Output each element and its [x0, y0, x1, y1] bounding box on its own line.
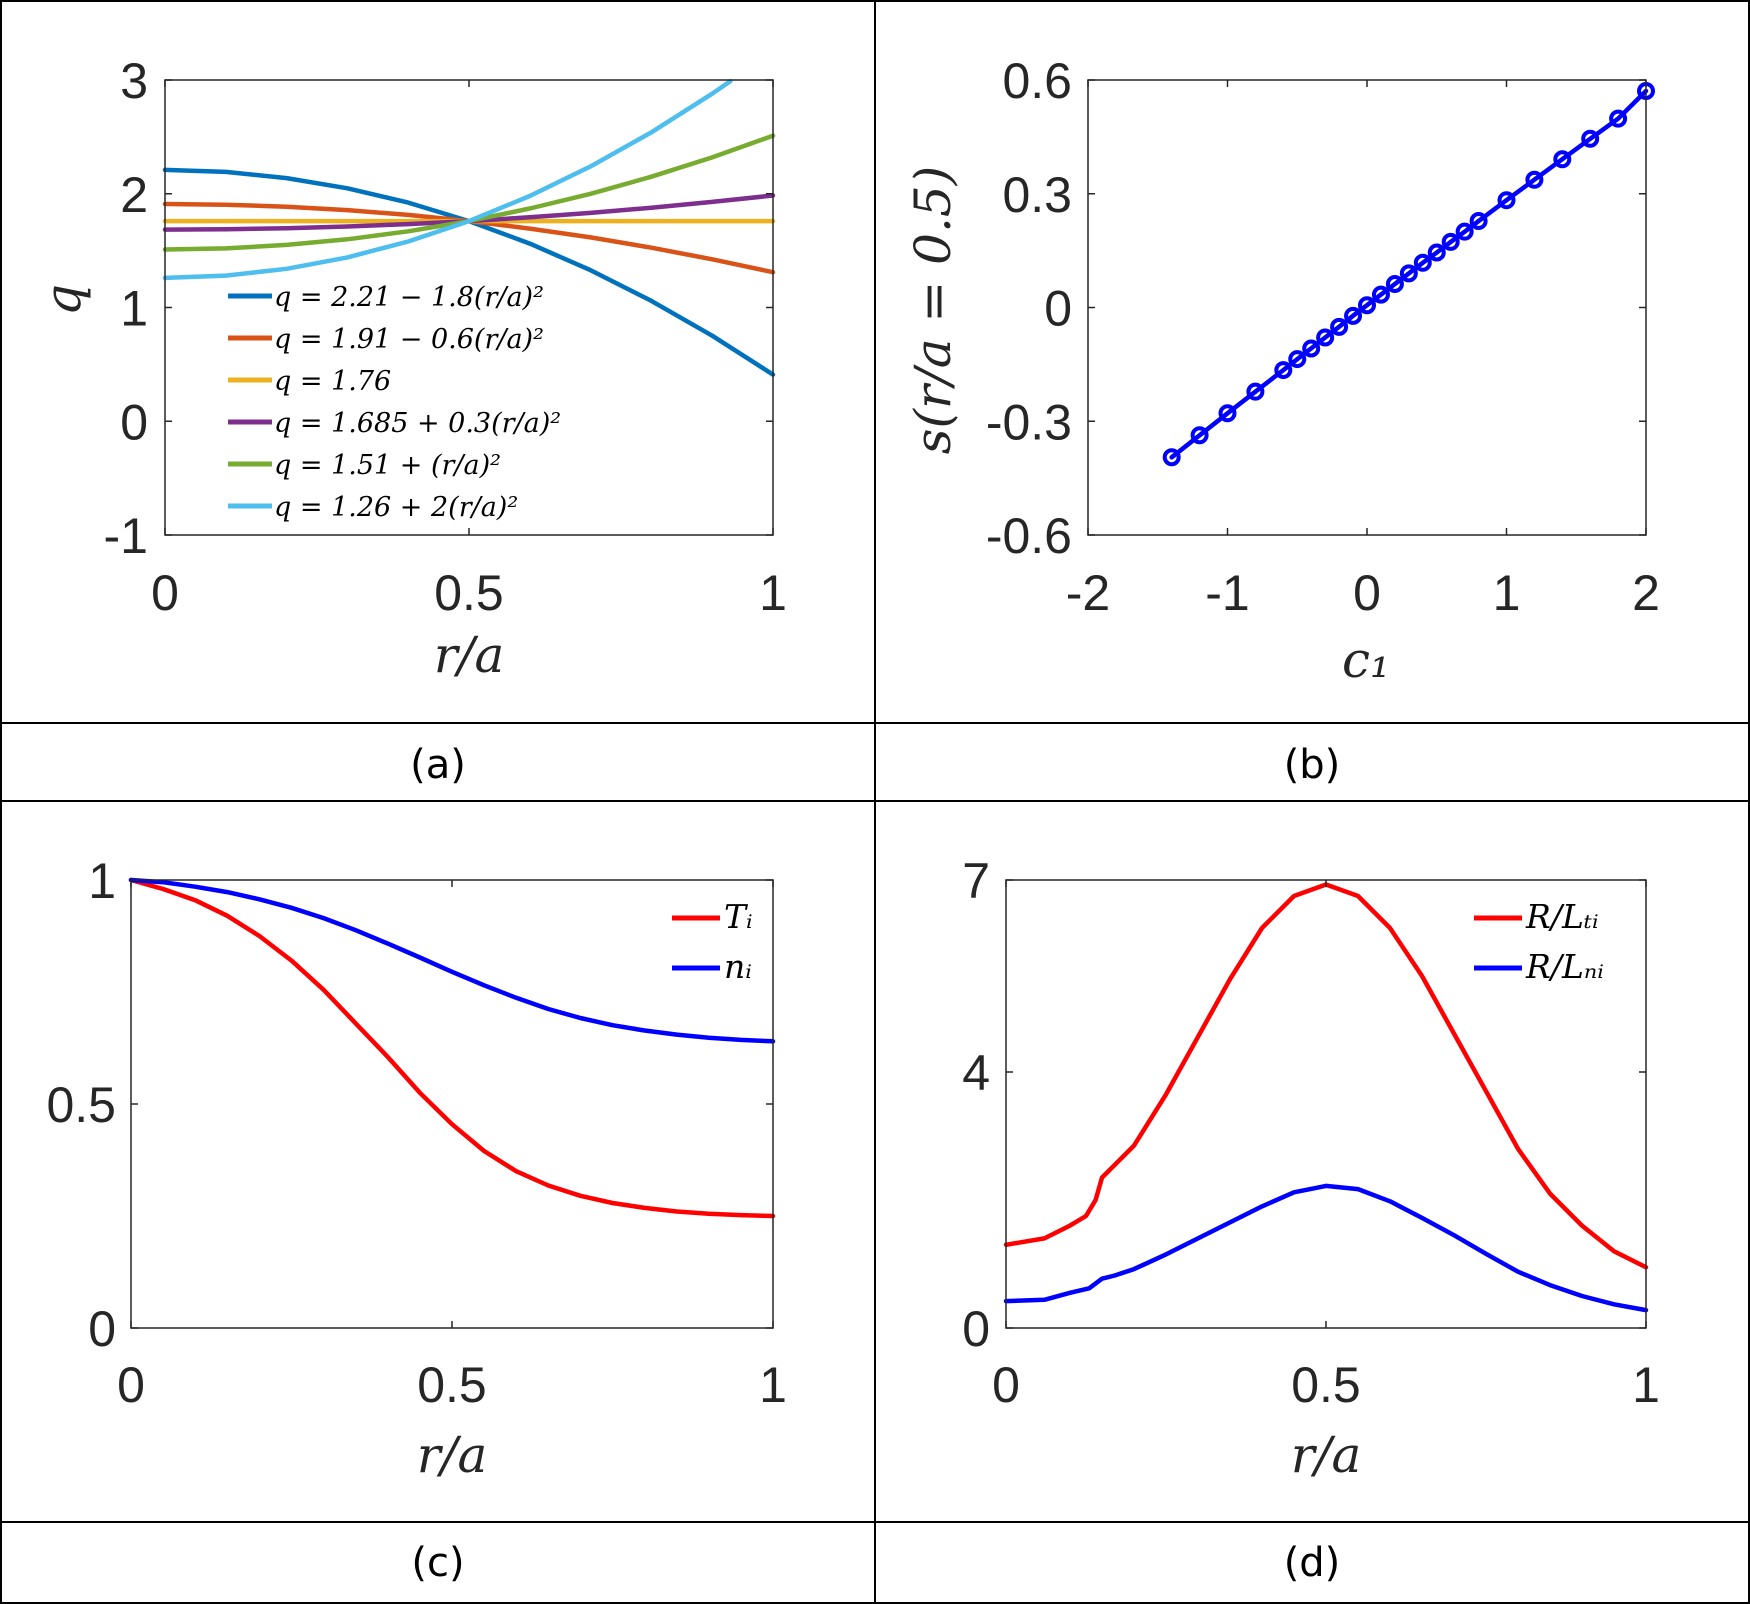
x-tick-label: 0 [117, 1357, 145, 1413]
data-point [1455, 222, 1474, 241]
legend-entry: q = 1.91 − 0.6(r/a)² [274, 324, 544, 355]
x-tick-label: 2 [1632, 565, 1660, 621]
legend-entry: R/Lₜᵢ [1525, 897, 1599, 936]
y-tick-label: -1 [104, 508, 148, 564]
y-tick-label: -0.6 [986, 508, 1072, 564]
series-line-2 [1003, 1183, 1649, 1313]
data-point [1609, 109, 1628, 128]
data-point [1525, 170, 1544, 189]
y-tick-label: 0 [88, 1301, 116, 1357]
x-tick-label: 0.5 [1291, 1357, 1361, 1413]
data-point [1344, 306, 1363, 325]
legend-entry: q = 1.685 + 0.3(r/a)² [274, 408, 561, 439]
series-line-1 [1003, 882, 1649, 1270]
data-point [1358, 296, 1376, 315]
caption-b: (b) [1284, 742, 1341, 788]
series-line-2 [162, 201, 776, 275]
caption-a: (a) [410, 742, 466, 788]
legend-entry: q = 1.51 + (r/a)² [274, 450, 501, 481]
x-tick-label: 1 [759, 1357, 787, 1413]
data-point [1581, 129, 1600, 148]
y-axis-label: s(r/a = 0.5) [904, 166, 962, 454]
data-point [1553, 150, 1572, 169]
data-point [1316, 328, 1335, 347]
data-point [1162, 448, 1181, 467]
x-tick-label: 1 [1632, 1357, 1660, 1413]
data-point [1190, 426, 1209, 445]
y-tick-label: 0 [962, 1301, 990, 1357]
series-line-1 [1169, 88, 1649, 460]
data-point [1413, 253, 1432, 272]
series-line-4 [162, 193, 776, 232]
series-line-2 [128, 877, 776, 1044]
data-point [1288, 350, 1307, 369]
x-tick-label: 0.5 [417, 1357, 487, 1413]
x-tick-label: 0 [1353, 565, 1381, 621]
x-axis-label: c₁ [1342, 631, 1390, 689]
x-tick-label: 1 [1493, 565, 1521, 621]
series-line-6 [162, 78, 733, 281]
y-tick-label: 1 [88, 853, 116, 909]
legend-entry: q = 1.26 + 2(r/a)² [274, 492, 518, 523]
plot-frame [130, 879, 774, 1329]
legend-entry: q = 2.21 − 1.8(r/a)² [274, 282, 544, 313]
caption-c: (c) [411, 1540, 464, 1586]
y-tick-label: 2 [120, 167, 148, 223]
series-line-5 [162, 133, 776, 252]
legend-entry: Tᵢ [724, 897, 753, 936]
y-tick-label: 1 [120, 281, 148, 337]
chart-panel-b: -2 -1 0 1 2 -0.6 -0.3 0 0.3 0.6 c₁ s(r/a = 0.5) [904, 53, 1660, 689]
legend-entry: q = 1.76 [274, 366, 391, 397]
y-tick-label: -0.3 [986, 394, 1072, 450]
x-axis-label: r/a [434, 626, 505, 684]
data-point [1302, 339, 1321, 358]
y-tick-label: 0.3 [1002, 167, 1072, 223]
x-tick-label: -1 [1205, 565, 1249, 621]
y-tick-label: 0.6 [1002, 53, 1072, 109]
legend-entry: nᵢ [724, 947, 752, 986]
x-axis-label: r/a [417, 1426, 488, 1484]
data-point [1469, 212, 1488, 231]
y-tick-label: 4 [962, 1045, 990, 1101]
caption-d: (d) [1284, 1540, 1341, 1586]
series-line-1 [128, 877, 776, 1219]
y-tick-label: 0.5 [46, 1077, 116, 1133]
data-point [1246, 382, 1265, 401]
y-axis-label: q [34, 284, 92, 316]
y-tick-label: 0 [1044, 281, 1072, 337]
data-point [1497, 191, 1516, 210]
data-point [1385, 274, 1404, 293]
x-axis-label: r/a [1291, 1426, 1362, 1484]
x-tick-label: -2 [1066, 565, 1110, 621]
data-point [1371, 285, 1390, 304]
data-point [1441, 232, 1460, 251]
y-tick-label: 7 [962, 853, 990, 909]
data-point [1218, 404, 1237, 423]
x-tick-label: 1 [759, 565, 787, 621]
legend-entry: R/Lₙᵢ [1525, 947, 1604, 986]
x-tick-label: 0.5 [434, 565, 504, 621]
data-point [1330, 317, 1349, 336]
chart-panel-d: 0 0.5 1 0 4 7 R/Lₜᵢ R/Lₙᵢ r/a [962, 853, 1660, 1484]
x-tick-label: 0 [151, 565, 179, 621]
y-tick-label: 0 [120, 394, 148, 450]
chart-panel-c: 0 0.5 1 0 0.5 1 Tᵢ nᵢ r/a [46, 853, 786, 1484]
x-tick-label: 0 [992, 1357, 1020, 1413]
data-point [1399, 264, 1418, 283]
data-point [1274, 361, 1293, 380]
y-tick-label: 3 [120, 53, 148, 109]
data-point [1427, 243, 1446, 262]
